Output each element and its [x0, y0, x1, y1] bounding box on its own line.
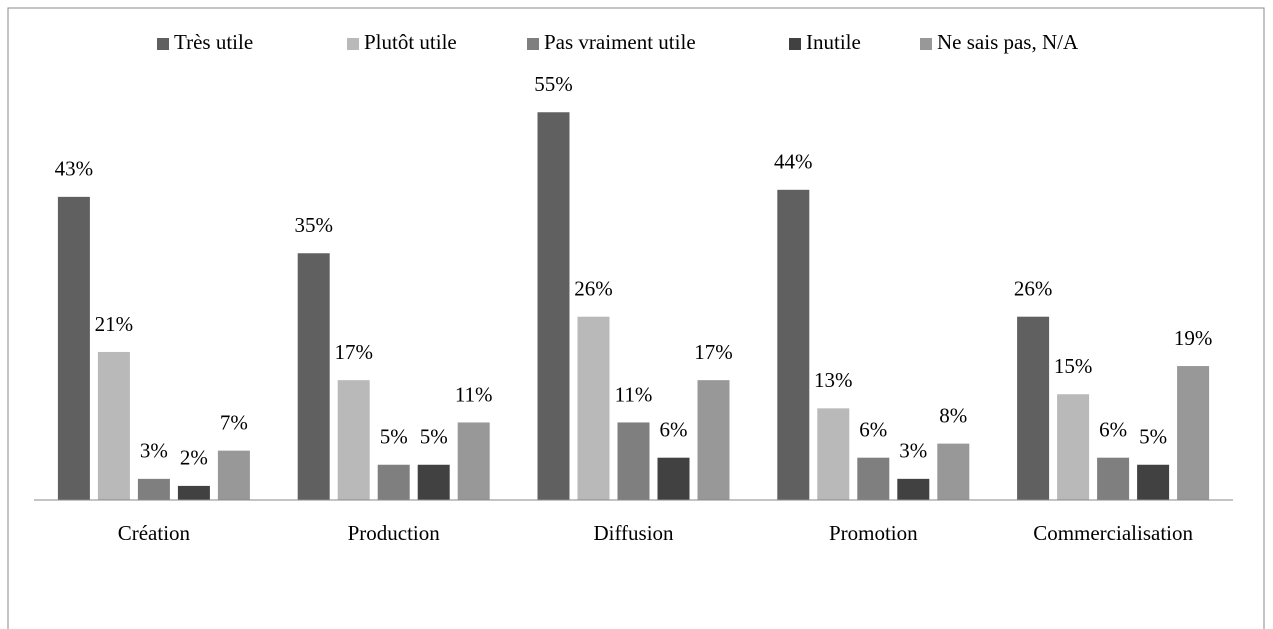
data-label: 17%	[334, 340, 373, 364]
bar	[457, 422, 490, 500]
data-label: 15%	[1054, 354, 1093, 378]
bar	[137, 478, 170, 500]
bar	[697, 380, 730, 500]
bar	[657, 457, 690, 500]
bar	[377, 464, 410, 500]
data-label: 55%	[534, 72, 573, 96]
data-label: 43%	[55, 157, 94, 181]
legend-swatch	[157, 38, 169, 50]
bar	[537, 112, 570, 500]
data-label: 13%	[814, 368, 853, 392]
data-label: 6%	[859, 418, 887, 442]
bar	[1177, 366, 1210, 500]
legend-label: Inutile	[806, 30, 861, 54]
bar	[1017, 316, 1050, 500]
data-label: 3%	[899, 439, 927, 463]
bar	[297, 253, 330, 500]
legend-swatch	[527, 38, 539, 50]
bar	[817, 408, 850, 500]
data-label: 19%	[1174, 326, 1213, 350]
x-tick-label: Commercialisation	[1033, 521, 1193, 545]
x-tick-label: Création	[118, 521, 191, 545]
x-tick-label: Promotion	[829, 521, 918, 545]
bar	[1057, 394, 1090, 500]
legend-label: Plutôt utile	[364, 30, 457, 54]
bar	[897, 478, 930, 500]
bar	[177, 485, 210, 500]
data-label: 11%	[615, 382, 653, 406]
data-label: 6%	[1099, 418, 1127, 442]
data-label: 2%	[180, 446, 208, 470]
chart-border	[7, 7, 1265, 629]
data-label: 35%	[294, 213, 333, 237]
bar	[577, 316, 610, 500]
bar	[617, 422, 650, 500]
x-tick-label: Diffusion	[593, 521, 674, 545]
data-label: 5%	[420, 425, 448, 449]
data-label: 26%	[1014, 277, 1053, 301]
bar	[1097, 457, 1130, 500]
bar	[777, 189, 810, 501]
data-label: 21%	[95, 312, 134, 336]
data-label: 5%	[1139, 425, 1167, 449]
legend-swatch	[920, 38, 932, 50]
bar	[97, 351, 130, 500]
data-label: 26%	[574, 277, 613, 301]
data-label: 7%	[220, 410, 248, 434]
data-label: 3%	[140, 439, 168, 463]
legend-label: Ne sais pas, N/A	[937, 30, 1079, 54]
bar	[857, 457, 890, 500]
bar	[937, 443, 970, 500]
bar	[1137, 464, 1170, 500]
bar	[337, 380, 370, 500]
bar	[57, 196, 90, 500]
bar	[217, 450, 250, 500]
data-label: 17%	[694, 340, 733, 364]
legend-swatch	[789, 38, 801, 50]
data-label: 6%	[660, 418, 688, 442]
legend-swatch	[347, 38, 359, 50]
data-label: 8%	[939, 403, 967, 427]
legend-label: Pas vraiment utile	[544, 30, 696, 54]
data-label: 11%	[455, 382, 493, 406]
legend-label: Très utile	[174, 30, 253, 54]
data-label: 5%	[380, 425, 408, 449]
bar	[417, 464, 450, 500]
x-tick-label: Production	[348, 521, 441, 545]
data-label: 44%	[774, 150, 813, 174]
